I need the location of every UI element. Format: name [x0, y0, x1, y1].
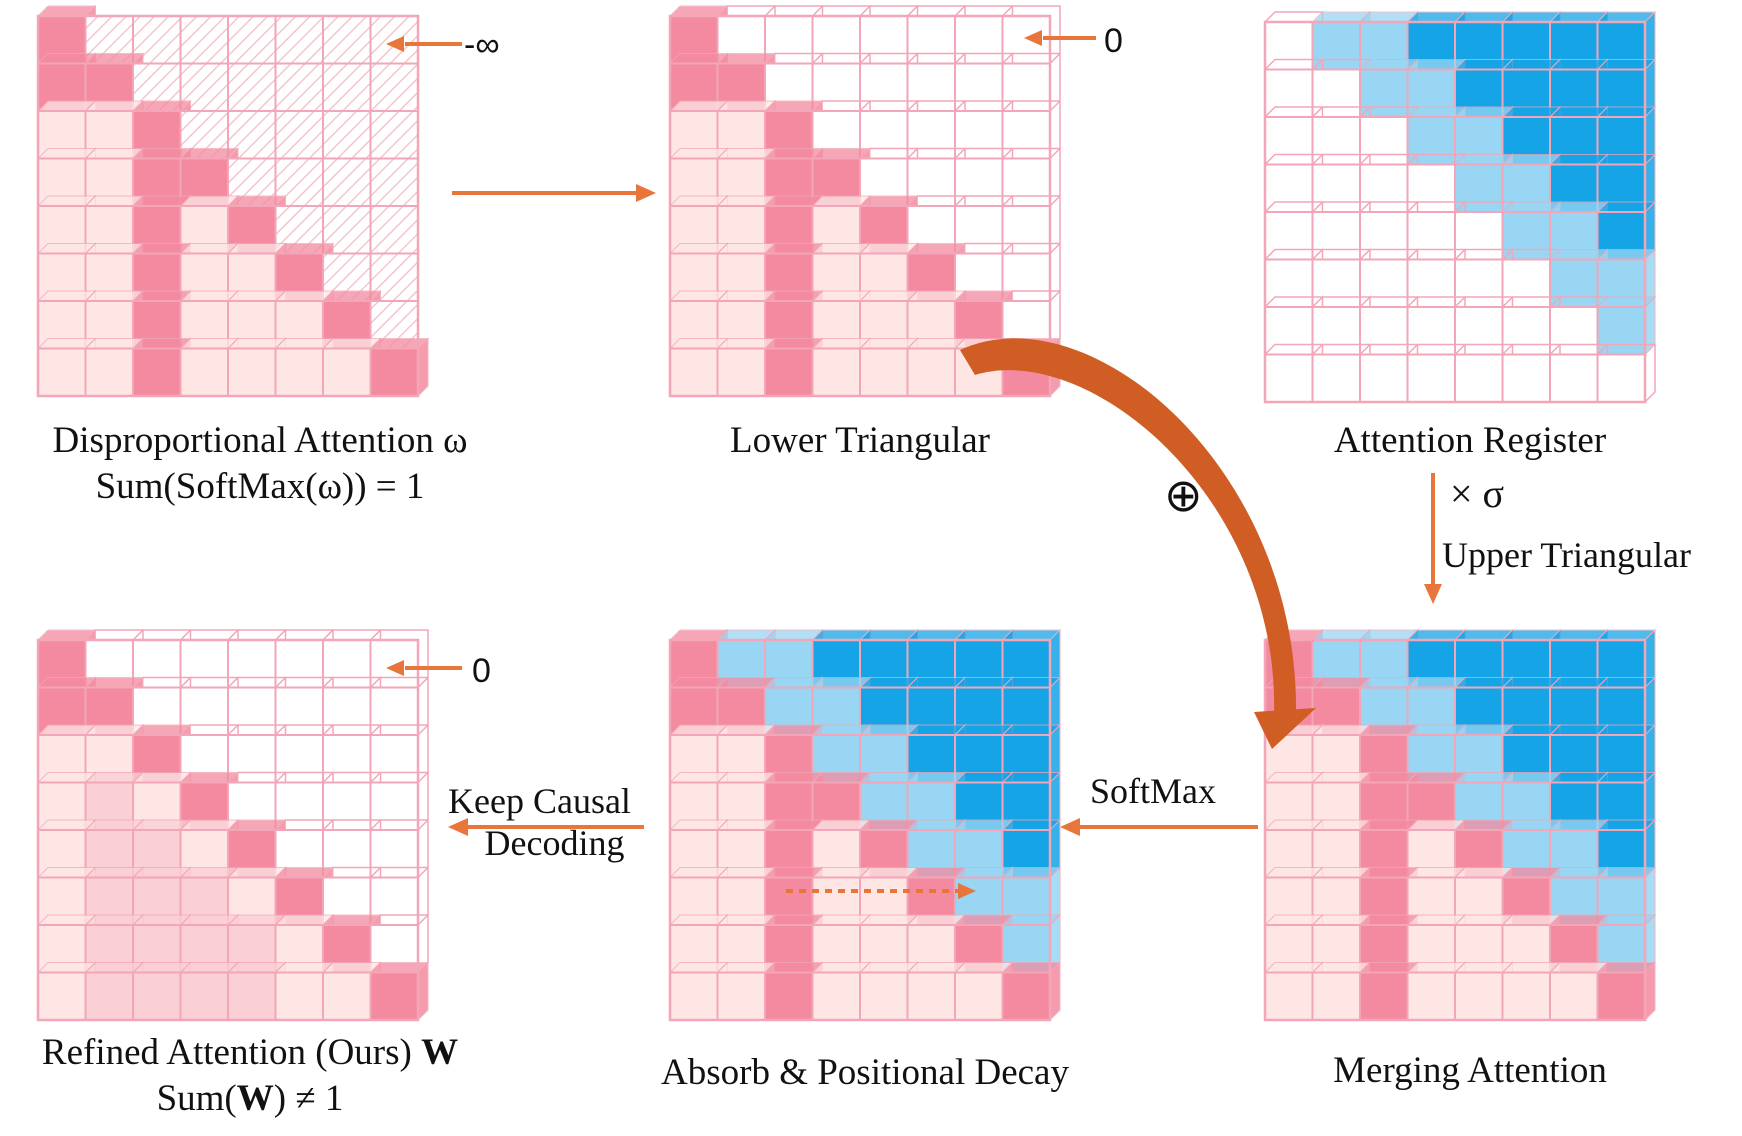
matrix-cell	[369, 866, 429, 926]
matrix-cell	[369, 110, 419, 160]
matrix-border	[668, 638, 1052, 1022]
matrix-cell	[1001, 242, 1061, 302]
matrix-cell	[369, 205, 419, 255]
refined-label: Refined Attention (Ours) W Sum(W) ≠ 1	[0, 1030, 500, 1122]
arrow-positional-decay-dotted	[786, 883, 976, 899]
disproportional-label: Disproportional Attention ω Sum(SoftMax(…	[0, 418, 520, 510]
refined-label-line2: Sum(W) ≠ 1	[156, 1078, 344, 1119]
matrix-cell	[322, 157, 372, 207]
matrix-cell	[274, 62, 324, 112]
disproportional-label-line2: Sum(SoftMax(ω)) = 1	[95, 466, 425, 507]
matrix-cell	[369, 961, 430, 1022]
matrix-cell	[369, 15, 419, 65]
neg-inf-marker: -∞	[464, 26, 500, 64]
matrix-cell	[369, 157, 419, 207]
disproportional-attention-matrix	[36, 4, 430, 398]
arrow-zero-marker-lower	[1024, 30, 1096, 46]
merging-attention-matrix	[1263, 628, 1657, 1022]
attention-register-label: Attention Register	[1333, 420, 1607, 461]
matrix-cell	[322, 110, 372, 160]
matrix-cell	[274, 724, 334, 784]
matrix-border	[668, 14, 1052, 398]
arrow-neg-inf-marker	[386, 36, 462, 52]
matrix-cell	[1501, 343, 1561, 403]
matrix-cell	[953, 961, 1014, 1022]
matrix-cell	[1454, 248, 1514, 308]
absorb-positional-decay-matrix	[668, 628, 1062, 1022]
matrix-cell	[1596, 343, 1656, 403]
matrix-cell	[1548, 866, 1609, 927]
arrow-disproportional-to-lower	[452, 184, 656, 202]
matrix-cell	[227, 15, 277, 65]
matrix-cell	[274, 110, 324, 160]
matrix-cell	[1001, 961, 1062, 1022]
keep-causal-label: Keep Causal Decoding	[448, 781, 631, 863]
matrix-cell	[226, 337, 287, 398]
arrow-curved-merge	[960, 338, 1316, 749]
disproportional-label-line1: Disproportional Attention ω	[52, 420, 468, 461]
matrix-border	[36, 14, 420, 398]
matrix-cell	[322, 15, 372, 65]
refined-attention-matrix	[36, 628, 430, 1022]
merging-attention-label: Merging Attention	[1333, 1050, 1607, 1091]
zero-marker-refined: 0	[472, 652, 491, 690]
matrix-cell	[1596, 961, 1657, 1022]
matrix-cell	[1501, 296, 1561, 356]
softmax-label: SoftMax	[1090, 771, 1216, 811]
upper-triangular-label: Upper Triangular	[1442, 535, 1691, 575]
matrix-cell	[227, 62, 277, 112]
attention-register-matrix	[1263, 10, 1657, 404]
matrix-cell	[1311, 343, 1371, 403]
matrix-cell	[859, 5, 919, 65]
matrix-border	[36, 638, 420, 1022]
matrix-cell	[274, 15, 324, 65]
zero-marker-lower: 0	[1104, 22, 1123, 60]
arrow-register-to-merging	[1424, 473, 1442, 604]
plus-operator: ⊕	[1164, 468, 1203, 522]
arrow-keep-causal	[448, 818, 644, 836]
times-sigma-operator: × σ	[1450, 471, 1505, 516]
arrow-softmax	[1060, 818, 1258, 836]
refined-label-line1: Refined Attention (Ours) W	[41, 1032, 459, 1073]
lower-triangular-label: Lower Triangular	[730, 420, 990, 461]
matrix-cell	[369, 62, 419, 112]
matrix-cell	[179, 15, 229, 65]
matrix-cell	[369, 819, 429, 879]
arrow-zero-marker-refined	[386, 660, 462, 676]
absorb-label: Absorb & Positional Decay	[661, 1052, 1069, 1093]
matrix-cell	[1264, 201, 1324, 261]
matrix-border	[1263, 20, 1647, 404]
lower-triangular-matrix	[668, 4, 1062, 398]
matrix-border	[1263, 638, 1647, 1022]
matrix-cell	[369, 337, 430, 398]
matrix-cell	[322, 62, 372, 112]
